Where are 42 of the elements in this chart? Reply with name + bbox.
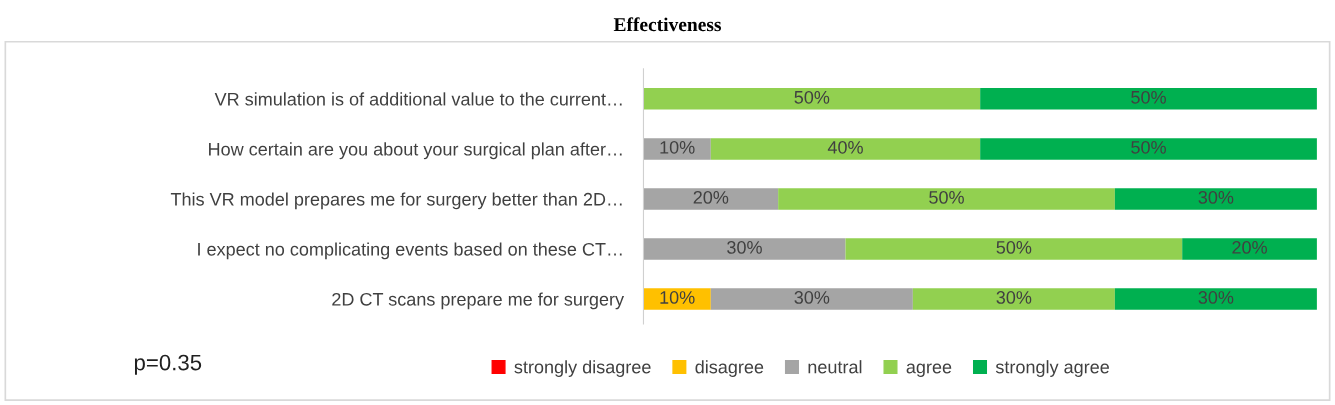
bar (643, 88, 981, 110)
data-label: 30% (1198, 291, 1234, 304)
bar (1114, 288, 1317, 310)
bar (710, 138, 981, 160)
data-label: 30% (1198, 190, 1234, 204)
bar (912, 288, 1115, 310)
bar (710, 288, 913, 310)
legend-label: agree (906, 363, 952, 377)
data-label: 10% (660, 291, 695, 304)
legend-label: strongly disagree (514, 360, 651, 377)
bar (980, 88, 1317, 110)
data-label: 20% (1232, 241, 1267, 254)
text: p=0.35 (134, 354, 202, 375)
data-label: 30% (996, 291, 1032, 304)
data-label: 10% (660, 140, 695, 154)
data-label: 30% (794, 291, 830, 304)
data-label: 30% (727, 241, 762, 254)
data-label: 50% (1131, 140, 1166, 154)
y-tick-label: VR simulation is of additional value to the current… (214, 92, 622, 106)
y-tick-label: 2D CT scans prepare me for surgery (332, 292, 625, 310)
legend-label: disagree (695, 360, 764, 377)
bar (1182, 238, 1317, 260)
y-tick-label: This VR model prepares me for surgery better than 2D… (170, 192, 622, 210)
data-label: 40% (827, 140, 863, 154)
data-label: 50% (1131, 90, 1166, 104)
data-label: 50% (929, 190, 964, 204)
bar (643, 138, 711, 160)
y-tick-label: I expect no complicating events based on these CT… (198, 242, 622, 260)
bar (778, 188, 1115, 210)
bar (643, 288, 711, 310)
bar (643, 188, 779, 210)
bar (980, 138, 1317, 160)
data-label: 20% (693, 190, 729, 204)
y-tick-label: How certain are you about your surgical plan after… (209, 142, 622, 160)
legend-label: strongly agree (995, 360, 1109, 377)
legend-label: neutral (808, 360, 862, 374)
bar (1114, 188, 1317, 210)
data-label: 50% (794, 90, 830, 104)
data-label: 50% (996, 241, 1032, 254)
chart-title: Effectiveness (613, 17, 722, 32)
bar (845, 238, 1183, 260)
bar (643, 238, 846, 260)
